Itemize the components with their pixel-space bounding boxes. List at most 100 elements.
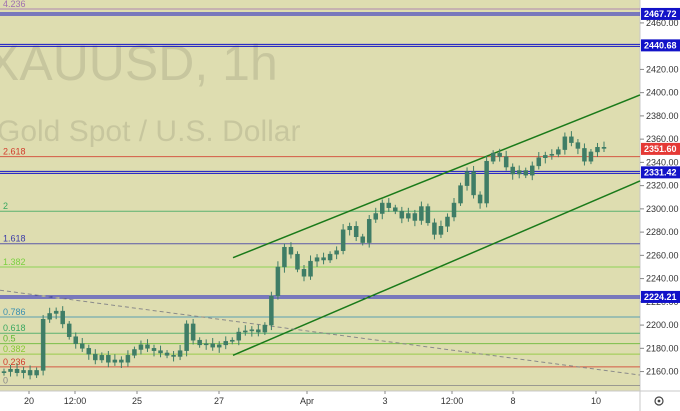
candle-body bbox=[282, 246, 287, 268]
candle-body bbox=[73, 336, 78, 344]
candle-body bbox=[262, 324, 268, 333]
candle-body bbox=[53, 310, 59, 314]
candle-body bbox=[190, 323, 196, 341]
candle-body bbox=[569, 136, 574, 143]
candles bbox=[1, 131, 607, 380]
candle-body bbox=[373, 213, 378, 220]
candle-body bbox=[438, 226, 444, 235]
fib-label: 1.382 bbox=[3, 257, 26, 267]
candle-body bbox=[47, 313, 52, 320]
candle-body bbox=[177, 350, 183, 357]
candle-body bbox=[477, 194, 483, 204]
fib-label: 0 bbox=[3, 376, 8, 386]
fib-label: 0.618 bbox=[3, 323, 26, 333]
candle-body bbox=[210, 343, 215, 348]
candle-body bbox=[360, 236, 365, 243]
candle-body bbox=[366, 219, 372, 243]
candle-body bbox=[86, 348, 92, 355]
time-axis[interactable]: 20 12:00 25 27 Apr 3 12:00 8 10 bbox=[24, 391, 601, 406]
settings-icon[interactable] bbox=[654, 396, 664, 406]
y-tick-label: 2180.00 bbox=[646, 343, 679, 353]
candle-body bbox=[503, 156, 509, 168]
price-tag-text: 2440.68 bbox=[644, 40, 677, 50]
candle-body bbox=[164, 352, 170, 356]
y-tick-label: 2260.00 bbox=[646, 250, 679, 260]
price-tag-text: 2224.21 bbox=[644, 292, 677, 302]
candle-body bbox=[138, 344, 144, 350]
y-tick-label: 2200.00 bbox=[646, 320, 679, 330]
price-axis-background bbox=[640, 0, 680, 391]
candle-body bbox=[1, 371, 7, 373]
price-tag-box bbox=[641, 7, 680, 20]
price-tag-box bbox=[641, 166, 680, 179]
plot-background bbox=[0, 0, 640, 391]
candle-body bbox=[132, 349, 137, 356]
y-tick-label: 2320.00 bbox=[646, 181, 679, 191]
fib-label: 2.618 bbox=[3, 147, 26, 157]
y-tick-label: 2280.00 bbox=[646, 227, 679, 237]
y-tick-label: 2240.00 bbox=[646, 274, 679, 284]
candle-body bbox=[393, 207, 398, 212]
x-tick-label: 25 bbox=[132, 396, 142, 406]
candle-body bbox=[314, 257, 320, 262]
candle-body bbox=[66, 323, 72, 337]
price-axis[interactable]: 2160.002180.002200.002220.002240.002260.… bbox=[640, 18, 679, 377]
candle-body bbox=[21, 370, 26, 373]
candle-body bbox=[543, 155, 548, 158]
candle-body bbox=[197, 339, 202, 346]
x-tick-label: 12:00 bbox=[64, 396, 87, 406]
y-tick-label: 2460.00 bbox=[646, 18, 679, 28]
candle-body bbox=[301, 269, 307, 277]
price-tag-box bbox=[641, 290, 680, 303]
candle-body bbox=[582, 148, 587, 162]
candle-body bbox=[386, 202, 392, 208]
candle-body bbox=[516, 170, 522, 175]
candle-body bbox=[14, 368, 20, 373]
x-tick-label: Apr bbox=[300, 396, 314, 406]
candle-body bbox=[497, 152, 502, 157]
candle-body bbox=[588, 151, 594, 162]
candle-body bbox=[445, 216, 450, 227]
fib-label: 0.236 bbox=[3, 357, 26, 367]
x-tick-label: 10 bbox=[591, 396, 601, 406]
symbol-watermark: XAUUSD, 1h bbox=[0, 35, 278, 91]
candle-body bbox=[151, 348, 157, 351]
candle-body bbox=[184, 323, 189, 351]
candle-body bbox=[451, 202, 457, 218]
candle-body bbox=[249, 329, 255, 332]
candle-body bbox=[458, 185, 463, 204]
candle-body bbox=[236, 331, 242, 341]
x-tick-label: 12:00 bbox=[441, 396, 464, 406]
candle-body bbox=[80, 343, 85, 349]
candle-body bbox=[145, 344, 150, 349]
candle-body bbox=[158, 350, 163, 354]
candle-body bbox=[334, 250, 339, 255]
y-tick-label: 2380.00 bbox=[646, 111, 679, 121]
candle-body bbox=[269, 295, 274, 326]
price-tag-box bbox=[641, 142, 680, 155]
y-tick-label: 2360.00 bbox=[646, 134, 679, 144]
candle-body bbox=[432, 222, 437, 235]
candle-body bbox=[523, 170, 528, 176]
price-tag-box bbox=[641, 39, 680, 52]
trend-lines[interactable] bbox=[0, 94, 641, 376]
candle-body bbox=[256, 329, 261, 333]
candle-body bbox=[412, 213, 418, 221]
candle-body bbox=[556, 149, 561, 155]
fib-label: 0.786 bbox=[3, 307, 26, 317]
time-axis-background bbox=[0, 391, 680, 411]
x-tick-label: 27 bbox=[214, 396, 224, 406]
candle-body bbox=[275, 266, 281, 297]
candle-body bbox=[125, 355, 131, 363]
candle-body bbox=[380, 202, 385, 214]
fib-label: 0.5 bbox=[3, 334, 16, 344]
x-tick-label: 20 bbox=[24, 396, 34, 406]
diagonal-dashed-line bbox=[0, 289, 641, 376]
candle-body bbox=[99, 355, 105, 361]
x-tick-label: 8 bbox=[510, 396, 515, 406]
y-tick-label: 2340.00 bbox=[646, 157, 679, 167]
candle-body bbox=[230, 339, 235, 342]
